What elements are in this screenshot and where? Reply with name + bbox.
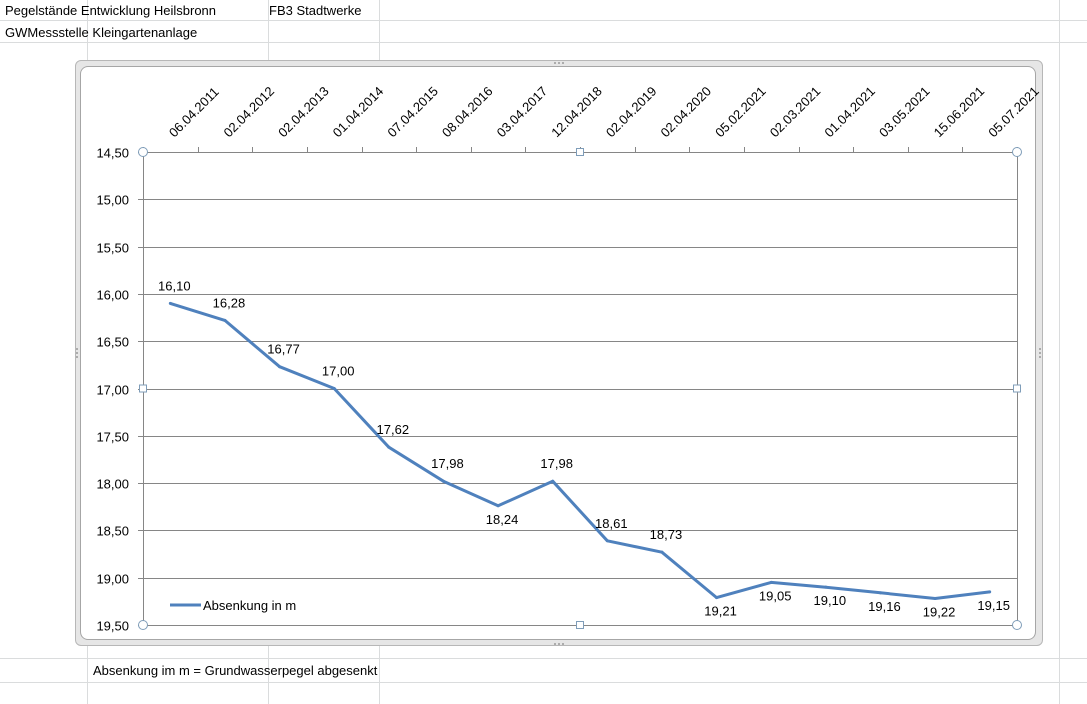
data-point[interactable] bbox=[332, 387, 336, 390]
x-tick-label: 07.04.2015 bbox=[384, 83, 441, 140]
data-point[interactable] bbox=[278, 365, 282, 369]
data-label: 19,16 bbox=[868, 599, 901, 614]
data-point[interactable] bbox=[933, 597, 937, 601]
x-tick-label: 01.04.2021 bbox=[821, 83, 878, 140]
y-tick-label: 18,00 bbox=[96, 477, 129, 492]
edge-resize-handle[interactable] bbox=[139, 384, 147, 393]
data-point[interactable] bbox=[496, 504, 500, 508]
data-point[interactable] bbox=[551, 479, 555, 483]
chart-legend[interactable]: Absenkung in m bbox=[170, 598, 296, 613]
data-point[interactable] bbox=[441, 479, 445, 483]
x-tick-label: 03.05.2021 bbox=[876, 83, 933, 140]
edge-resize-handle[interactable] bbox=[576, 621, 584, 629]
x-tick-label: 02.04.2012 bbox=[220, 83, 277, 140]
x-tick-label: 02.03.2021 bbox=[767, 83, 824, 140]
cell-department[interactable]: FB3 Stadtwerke bbox=[269, 3, 362, 18]
legend-series-label: Absenkung in m bbox=[203, 598, 296, 613]
data-labels: 16,10 16,28 16,77 17,00 17,62 17,98 18,24 17,98… bbox=[158, 278, 1010, 619]
data-label: 16,10 bbox=[158, 278, 191, 293]
frame-grip-dot[interactable] bbox=[1039, 356, 1041, 358]
frame-grip-dot[interactable] bbox=[554, 62, 556, 64]
frame-grip-dot[interactable] bbox=[76, 356, 78, 358]
data-point[interactable] bbox=[660, 550, 664, 554]
cell-sheet-title[interactable]: Pegelstände Entwicklung Heilsbronn bbox=[5, 3, 217, 18]
y-tick-label: 17,00 bbox=[96, 383, 129, 398]
y-tick-label: 16,50 bbox=[96, 335, 129, 350]
corner-resize-handle[interactable] bbox=[1012, 620, 1022, 630]
corner-resize-handle[interactable] bbox=[138, 620, 148, 630]
x-tick-label: 05.02.2021 bbox=[712, 83, 769, 140]
x-tick-label: 08.04.2016 bbox=[439, 83, 496, 140]
y-tick-label: 18,50 bbox=[96, 524, 129, 539]
data-point[interactable] bbox=[168, 301, 172, 305]
data-point[interactable] bbox=[824, 585, 828, 589]
data-point[interactable] bbox=[769, 580, 773, 584]
data-label: 17,98 bbox=[540, 456, 573, 471]
data-series[interactable] bbox=[168, 301, 992, 601]
data-label: 19,21 bbox=[704, 604, 737, 619]
data-label: 17,00 bbox=[322, 364, 355, 379]
frame-grip-dot[interactable] bbox=[558, 62, 560, 64]
x-tick-label: 15.06.2021 bbox=[931, 83, 988, 140]
y-tick-label: 19,00 bbox=[96, 572, 129, 587]
data-label: 17,62 bbox=[377, 422, 410, 437]
chart-area[interactable] bbox=[80, 66, 1036, 640]
x-tick-label: 12.04.2018 bbox=[548, 83, 605, 140]
frame-grip-dot[interactable] bbox=[76, 348, 78, 350]
corner-resize-handle[interactable] bbox=[1012, 147, 1022, 157]
frame-grip-dot[interactable] bbox=[1039, 352, 1041, 354]
frame-grip-dot[interactable] bbox=[1039, 348, 1041, 350]
corner-resize-handle[interactable] bbox=[138, 147, 148, 157]
y-tick-label: 14,50 bbox=[96, 146, 129, 161]
data-label: 18,61 bbox=[595, 516, 628, 531]
data-label: 16,28 bbox=[213, 295, 246, 310]
y-axis-tick-labels: 14,50 15,00 15,50 16,00 16,50 17,00 17,50 18,00… bbox=[96, 146, 129, 634]
frame-grip-dot[interactable] bbox=[558, 643, 560, 645]
y-tick-label: 17,50 bbox=[96, 430, 129, 445]
data-label: 19,05 bbox=[759, 588, 792, 603]
edge-resize-handle[interactable] bbox=[1013, 384, 1021, 393]
data-point[interactable] bbox=[605, 539, 609, 543]
x-tick-label: 02.04.2013 bbox=[275, 83, 332, 140]
x-tick-label: 02.04.2019 bbox=[603, 83, 660, 140]
data-point[interactable] bbox=[988, 590, 992, 594]
series-line[interactable] bbox=[169, 301, 990, 600]
y-tick-label: 15,00 bbox=[96, 193, 129, 208]
data-point[interactable] bbox=[715, 596, 719, 600]
chart-gridlines bbox=[138, 152, 1017, 626]
x-tick-label: 02.04.2020 bbox=[657, 83, 714, 140]
frame-grip-dot[interactable] bbox=[76, 352, 78, 354]
data-label: 19,22 bbox=[923, 605, 956, 620]
frame-grip-dot[interactable] bbox=[554, 643, 556, 645]
data-point[interactable] bbox=[878, 591, 882, 595]
data-point[interactable] bbox=[223, 318, 227, 322]
chart-axes bbox=[143, 147, 1018, 625]
data-label: 18,24 bbox=[486, 512, 519, 527]
x-tick-label: 06.04.2011 bbox=[166, 84, 222, 140]
cell-measuring-point[interactable]: GWMessstelle Kleingartenanlage bbox=[5, 25, 198, 40]
data-label: 16,77 bbox=[267, 342, 300, 357]
x-axis-tick-labels: 06.04.201102.04.201202.04.201301.04.2014… bbox=[166, 83, 1042, 140]
selection-handles[interactable] bbox=[76, 62, 1041, 645]
x-tick-label: 01.04.2014 bbox=[330, 83, 387, 140]
edge-resize-handle[interactable] bbox=[576, 148, 584, 156]
data-label: 19,10 bbox=[814, 593, 847, 608]
y-tick-label: 19,50 bbox=[96, 619, 129, 634]
data-point[interactable] bbox=[387, 445, 391, 449]
x-tick-label: 03.04.2017 bbox=[494, 83, 551, 140]
x-tick-label: 05.07.2021 bbox=[985, 83, 1042, 140]
cell-footnote[interactable]: Absenkung im m = Grundwasserpegel abgese… bbox=[93, 663, 378, 678]
y-tick-label: 15,50 bbox=[96, 241, 129, 256]
frame-grip-dot[interactable] bbox=[562, 62, 564, 64]
data-label: 19,15 bbox=[977, 598, 1010, 613]
y-tick-label: 16,00 bbox=[96, 288, 129, 303]
data-label: 17,98 bbox=[431, 456, 464, 471]
frame-grip-dot[interactable] bbox=[562, 643, 564, 645]
data-label: 18,73 bbox=[650, 527, 683, 542]
